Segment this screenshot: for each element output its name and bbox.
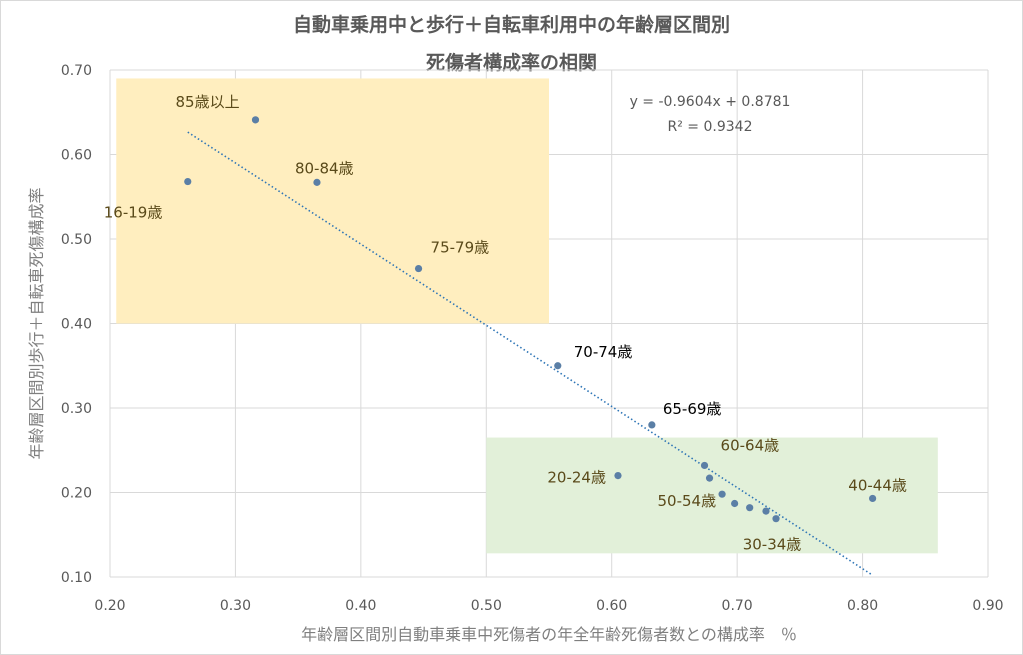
x-tick-label: 0.40 [345, 598, 376, 614]
data-point [746, 504, 754, 512]
trendline-equation: y = -0.9604x + 0.8781 [630, 94, 791, 110]
data-label: 30-34歳 [743, 536, 802, 554]
data-point [772, 515, 780, 523]
x-tick-label: 0.70 [722, 598, 753, 614]
highlight-region-lower-right [486, 437, 938, 554]
data-label: 40-44歳 [848, 476, 907, 494]
data-point [869, 494, 877, 503]
y-tick-label: 0.30 [61, 401, 92, 417]
y-tick-label: 0.60 [61, 148, 92, 164]
x-tick-label: 0.80 [847, 598, 878, 614]
data-point [554, 362, 562, 370]
data-label: 50-54歳 [657, 492, 716, 510]
data-point [184, 177, 192, 186]
data-point [705, 474, 714, 482]
x-axis-title: 年齢層区間別自動車乗車中死傷者の年全年齢死傷者数との構成率 ％ [301, 625, 797, 644]
x-tick-label: 0.50 [471, 598, 502, 614]
y-tick-label: 0.20 [61, 486, 92, 502]
y-tick-label: 0.70 [61, 63, 92, 79]
data-point [700, 461, 709, 470]
data-label: 80-84歳 [295, 159, 354, 177]
data-label: 85歳以上 [175, 93, 239, 111]
data-label: 65-69歳 [663, 400, 722, 418]
x-tick-label: 0.20 [94, 598, 125, 614]
trendline-r-squared: R² = 0.9342 [668, 119, 753, 135]
data-point [718, 490, 726, 498]
data-label: 16-19歳 [104, 204, 163, 222]
x-tick-label: 0.90 [972, 598, 1003, 614]
data-point [731, 499, 739, 508]
data-point [614, 472, 622, 480]
data-label: 60-64歳 [721, 436, 780, 454]
data-point [251, 116, 260, 124]
chart-title-line-2: 死傷者構成率の相関 [425, 52, 597, 74]
y-tick-label: 0.50 [61, 232, 92, 248]
data-point [648, 421, 656, 429]
data-point [414, 264, 423, 273]
y-axis-title: 年齢層区間別歩行＋自転車死傷構成率 [27, 187, 46, 459]
chart-title-line-1: 自動車乗用中と歩行＋自転車利用中の年齢層区間別 [292, 14, 730, 36]
x-tick-label: 0.30 [220, 598, 251, 614]
data-label: 70-74歳 [574, 343, 633, 361]
highlight-region-upper-left [116, 78, 550, 324]
data-point [313, 178, 321, 186]
y-tick-label: 0.10 [61, 570, 92, 586]
y-tick-label: 0.40 [61, 317, 92, 333]
data-label: 75-79歳 [431, 239, 490, 257]
data-label: 20-24歳 [547, 469, 606, 487]
x-tick-label: 0.60 [596, 598, 627, 614]
data-point [762, 507, 770, 515]
